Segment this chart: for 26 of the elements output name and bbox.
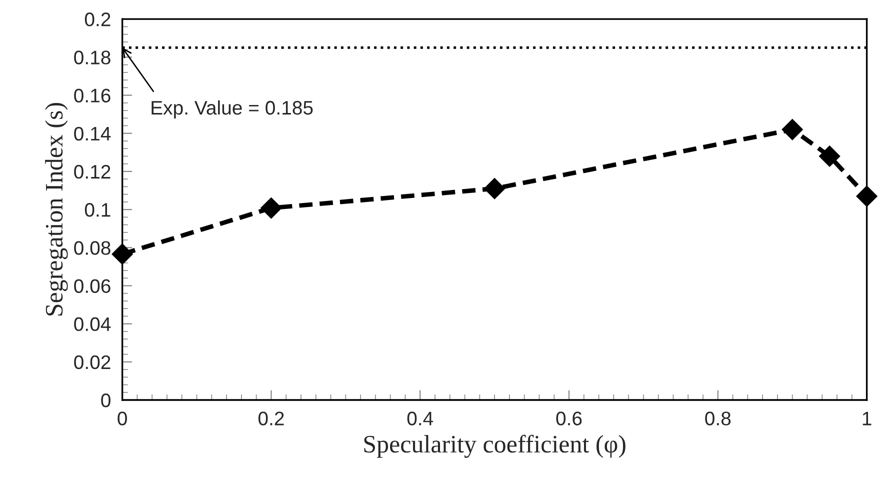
point xyxy=(782,119,803,140)
point xyxy=(856,186,878,207)
y-tick-label: 0.12 xyxy=(74,164,110,179)
x-tick-label: 0.6 xyxy=(556,412,582,426)
y-tick-label: 0.08 xyxy=(74,241,110,255)
x-tick-label: 0.2 xyxy=(258,412,284,426)
point xyxy=(112,244,133,265)
annotation: Exp. Value = 0.185 xyxy=(152,100,313,119)
y-tick-label: 0.06 xyxy=(74,279,110,293)
x-tick-label: 0.4 xyxy=(407,412,434,426)
point xyxy=(819,146,840,167)
y-tick-label: 0.14 xyxy=(74,126,111,141)
point xyxy=(484,178,506,200)
y-tick-label: 0.04 xyxy=(74,317,111,332)
y-axis-title: Segregation Index (s) xyxy=(45,103,68,316)
y-tick-label: 0.2 xyxy=(84,12,110,26)
x-tick-label: 1 xyxy=(862,412,872,426)
y-tick-label: 0.18 xyxy=(74,50,110,64)
point xyxy=(260,197,282,219)
x-tick-label: 0 xyxy=(118,412,127,426)
x-axis-title: Specularity coefficient (φ) xyxy=(364,434,626,458)
y-tick-label: 0.16 xyxy=(74,88,110,102)
y-tick-label: 0.1 xyxy=(84,203,110,217)
y-tick-label: 0.02 xyxy=(74,355,110,370)
y-tick-label: 0 xyxy=(101,393,110,408)
x-tick-label: 0.8 xyxy=(705,412,731,426)
